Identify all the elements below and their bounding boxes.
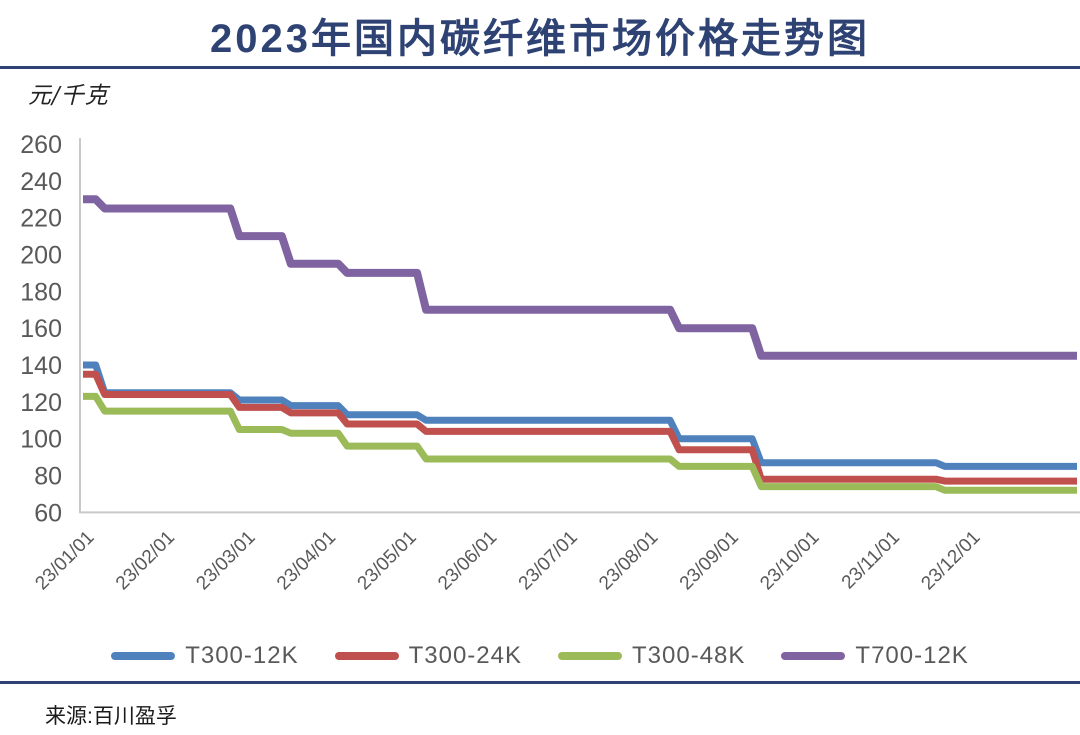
series-line-T300-24K [83,370,1077,485]
y-axis-label: 260 [20,131,62,159]
legend-swatch-icon [111,652,176,660]
y-axis-unit-label: 元/千克 [28,83,109,109]
y-axis-label: 120 [20,389,62,417]
x-axis-label: 23/10/01 [756,527,823,594]
series-line-T700-12K [83,195,1077,360]
x-axis-label: 23/04/01 [273,527,340,594]
footer-divider-line [0,681,1080,684]
x-axis-label: 23/01/01 [31,527,98,594]
y-axis-label: 240 [20,168,62,196]
chart-legend: T300-12K T300-24K T300-48K T700-12K [40,642,1040,670]
x-axis-label: 23/03/01 [192,527,259,594]
legend-item-T300-12K: T300-12K [111,642,298,670]
y-axis-label: 160 [20,315,62,343]
legend-swatch-icon [558,652,622,660]
y-axis-label: 60 [34,499,62,527]
legend-label: T700-12K [855,642,969,669]
legend-item-T300-24K: T300-24K [334,642,522,670]
x-axis-label: 23/08/01 [595,527,662,594]
legend-label: T300-24K [408,642,522,669]
x-axis-label: 23/06/01 [434,527,501,594]
y-axis-label: 100 [20,426,62,454]
y-axis-label: 140 [20,352,62,380]
price-trend-chart: 260 240 220 200 180 160 140 120 100 80 60 23/01/01 2… [0,105,1080,635]
series-line-T300-48K [83,392,1077,494]
legend-label: T300-12K [185,642,299,669]
x-axis-label: 23/09/01 [676,527,743,594]
page-title: 2023年国内碳纤维市场价格走势图 [210,17,870,61]
legend-item-T300-48K: T300-48K [558,642,745,670]
x-axis-label: 23/02/01 [112,527,179,594]
title-divider-line [0,66,1080,69]
y-axis-label: 220 [20,205,62,233]
y-axis-label: 200 [20,242,62,270]
y-axis-label: 180 [20,278,62,306]
x-axis-label: 23/12/01 [917,527,984,594]
x-axis-label: 23/05/01 [354,527,421,594]
legend-label: T300-48K [632,642,746,669]
x-axis-label: 23/11/01 [838,527,904,593]
axis-line [79,138,1080,514]
legend-item-T700-12K: T700-12K [781,642,968,670]
y-axis-label: 80 [34,463,62,491]
legend-swatch-icon [334,652,399,660]
x-axis-label: 23/07/01 [515,527,582,594]
legend-swatch-icon [781,652,846,660]
source-credit: 来源:百川盈孚 [45,705,177,728]
